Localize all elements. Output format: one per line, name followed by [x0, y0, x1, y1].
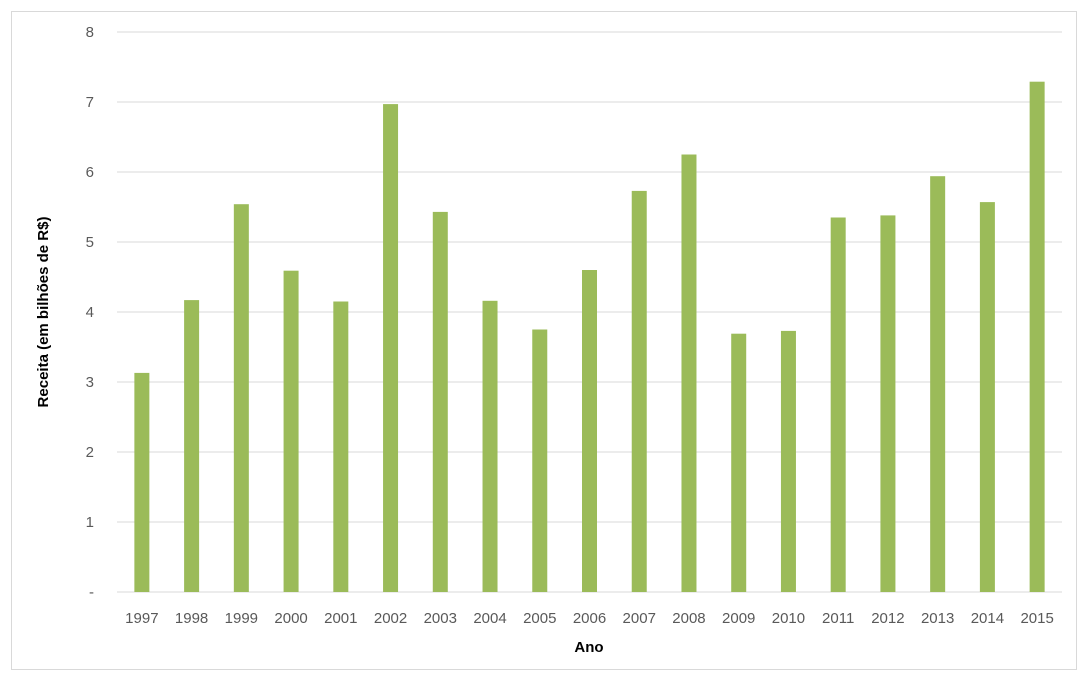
bar-2004 — [482, 300, 498, 592]
x-tick-label: 2005 — [523, 610, 556, 627]
bar-2001 — [333, 301, 349, 592]
x-axis-title: Ano — [574, 639, 603, 656]
x-tick-label: 2003 — [424, 610, 457, 627]
y-tick-label: 1 — [86, 514, 94, 531]
x-axis-ticks: 1997 1998 1999 2000 2001 2002 2003 2004 2005 2006… — [125, 610, 1054, 627]
y-axis-ticks: - 1 2 3 4 5 6 7 8 — [86, 24, 94, 601]
x-tick-label: 1998 — [175, 610, 208, 627]
x-tick-label: 2004 — [473, 610, 506, 627]
x-tick-label: 2009 — [722, 610, 755, 627]
x-tick-label: 2006 — [573, 610, 606, 627]
y-tick-label: 6 — [86, 164, 94, 181]
bar-2013 — [930, 176, 946, 592]
x-tick-label: 1999 — [225, 610, 258, 627]
y-tick-label: 8 — [86, 24, 94, 41]
x-tick-label: 2001 — [324, 610, 357, 627]
bar-2012 — [880, 215, 896, 592]
x-tick-label: 2007 — [623, 610, 656, 627]
bar-2005 — [532, 329, 548, 592]
bar-2000 — [283, 270, 299, 592]
bar-2002 — [383, 104, 399, 592]
bar-1998 — [184, 300, 200, 592]
bar-2014 — [979, 202, 995, 592]
x-tick-label: 2015 — [1020, 610, 1053, 627]
bar-2010 — [780, 330, 796, 592]
gridlines — [117, 31, 1062, 593]
y-tick-label: 2 — [86, 444, 94, 461]
x-tick-label: 2012 — [871, 610, 904, 627]
x-tick-label: 2011 — [822, 610, 854, 627]
bar-2015 — [1029, 81, 1045, 592]
bar-2007 — [631, 190, 647, 592]
x-tick-label: 2013 — [921, 610, 954, 627]
bar-1999 — [233, 204, 249, 592]
bars — [134, 81, 1045, 592]
y-axis-title: Receita (em bilhões de R$) — [35, 217, 52, 408]
bar-2011 — [830, 217, 846, 592]
x-tick-label: 2008 — [672, 610, 705, 627]
x-tick-label: 2000 — [274, 610, 307, 627]
y-tick-label: 3 — [86, 374, 94, 391]
y-tick-label: - — [89, 584, 94, 601]
bar-2008 — [681, 154, 697, 592]
bar-1997 — [134, 372, 150, 592]
x-tick-label: 2010 — [772, 610, 805, 627]
bar-2006 — [582, 270, 597, 592]
x-tick-label: 2014 — [971, 610, 1004, 627]
y-tick-label: 4 — [86, 304, 94, 321]
x-tick-label: 2002 — [374, 610, 407, 627]
bar-2009 — [731, 333, 747, 592]
x-tick-label: 1997 — [125, 610, 158, 627]
bar-2003 — [432, 211, 448, 592]
y-tick-label: 5 — [86, 234, 94, 251]
y-tick-label: 7 — [86, 94, 94, 111]
